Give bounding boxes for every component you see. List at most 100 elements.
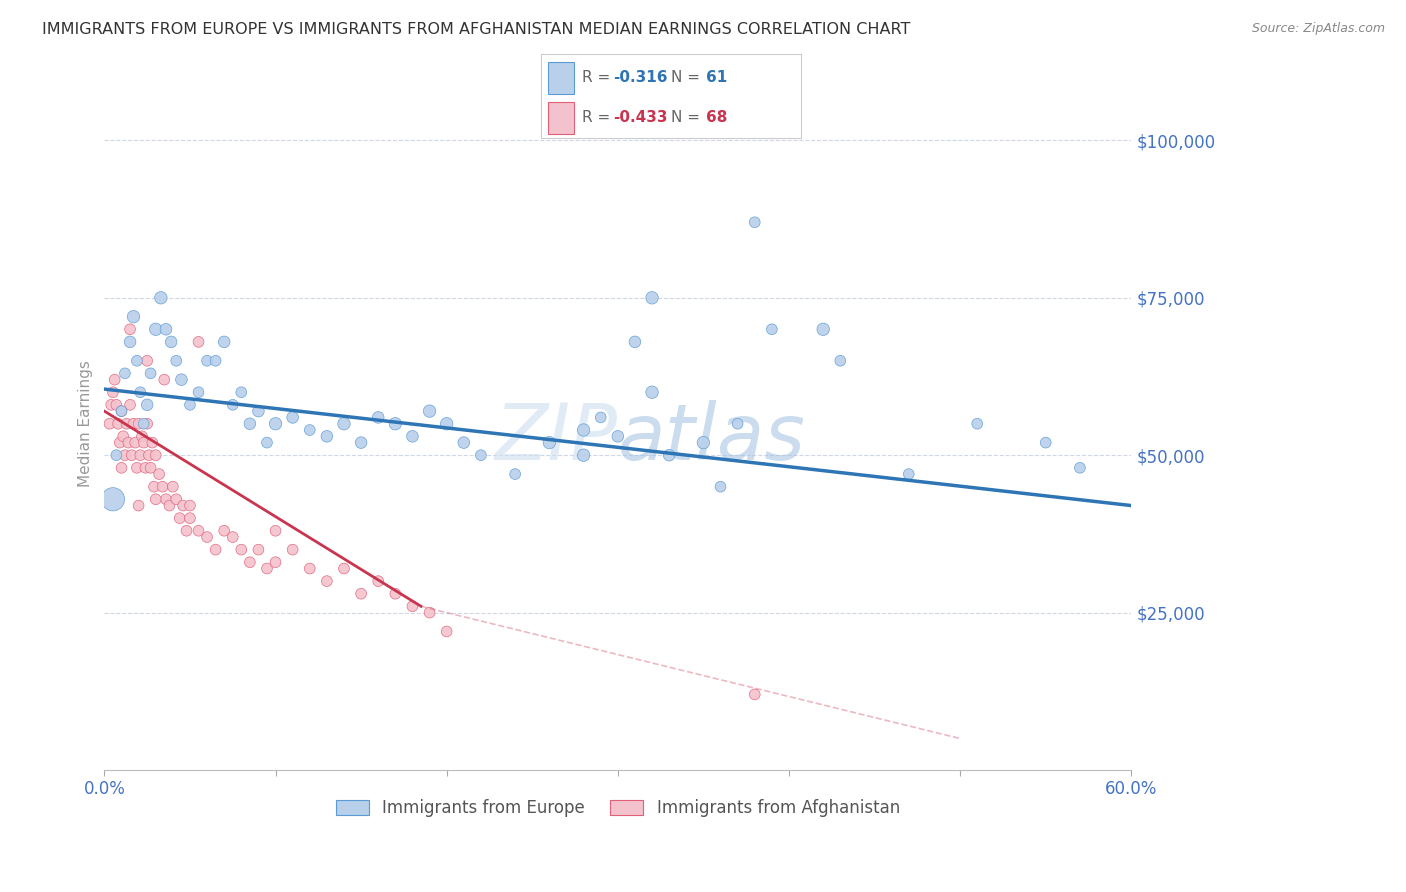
Point (231, 542, 253, 557)
Point (453, 435, 475, 450)
Point (727, 417, 749, 431)
Point (350, 587, 373, 601)
Point (139, 367, 162, 381)
Point (281, 410, 304, 425)
Point (138, 448, 160, 462)
Point (112, 429, 135, 443)
Text: IMMIGRANTS FROM EUROPE VS IMMIGRANTS FROM AFGHANISTAN MEDIAN EARNINGS CORRELATIO: IMMIGRANTS FROM EUROPE VS IMMIGRANTS FRO… (42, 22, 911, 37)
Point (118, 334, 141, 349)
Point (222, 530, 245, 544)
Point (436, 624, 458, 639)
Point (145, 322, 167, 336)
Point (222, 398, 245, 412)
Point (204, 542, 226, 557)
Point (298, 561, 321, 575)
Point (315, 574, 337, 588)
Point (110, 404, 132, 418)
Point (641, 385, 664, 400)
Point (606, 429, 628, 443)
Point (143, 480, 166, 494)
Point (264, 524, 287, 538)
Point (128, 417, 150, 431)
Point (256, 435, 278, 450)
Point (212, 334, 235, 349)
Point (589, 410, 612, 425)
Text: N =: N = (672, 70, 706, 85)
Point (170, 373, 193, 387)
Point (105, 398, 128, 412)
Point (247, 404, 270, 418)
Point (107, 417, 129, 431)
Point (1069, 460, 1091, 475)
Point (367, 410, 389, 425)
Point (132, 435, 155, 450)
Point (110, 460, 132, 475)
Text: -0.316: -0.316 (613, 70, 668, 85)
Point (118, 398, 141, 412)
Point (538, 435, 561, 450)
Point (264, 417, 287, 431)
Point (333, 417, 356, 431)
Text: R =: R = (582, 70, 614, 85)
Point (401, 599, 423, 614)
Point (367, 574, 389, 588)
Point (141, 435, 163, 450)
Point (384, 587, 406, 601)
Point (121, 448, 143, 462)
Point (101, 385, 124, 400)
Point (157, 499, 180, 513)
Point (122, 417, 145, 431)
Point (152, 480, 174, 494)
Point (125, 460, 148, 475)
Point (105, 448, 128, 462)
Point (195, 530, 218, 544)
Text: atlas: atlas (617, 400, 806, 475)
Point (239, 555, 262, 569)
Point (641, 291, 664, 305)
Text: ZIP: ZIP (495, 400, 617, 475)
Point (692, 435, 714, 450)
Point (195, 353, 218, 368)
Point (145, 492, 167, 507)
Point (129, 448, 152, 462)
Point (187, 385, 209, 400)
Point (117, 435, 139, 450)
Point (231, 385, 253, 400)
FancyBboxPatch shape (548, 62, 574, 95)
Point (401, 429, 423, 443)
Point (114, 367, 136, 381)
Point (149, 291, 172, 305)
Point (134, 460, 156, 475)
Point (132, 417, 155, 431)
Text: Source: ZipAtlas.com: Source: ZipAtlas.com (1251, 22, 1385, 36)
Point (419, 606, 441, 620)
Point (333, 561, 356, 575)
Point (966, 417, 988, 431)
Point (115, 417, 138, 431)
Point (247, 542, 270, 557)
Point (145, 448, 167, 462)
Text: N =: N = (672, 110, 706, 125)
Point (179, 398, 201, 412)
FancyBboxPatch shape (548, 102, 574, 134)
Point (110, 404, 132, 418)
Point (811, 322, 834, 336)
Point (155, 492, 177, 507)
Point (125, 353, 148, 368)
Point (572, 448, 595, 462)
Point (897, 467, 920, 481)
Point (165, 353, 187, 368)
Point (101, 492, 124, 507)
Point (204, 353, 226, 368)
Point (108, 435, 131, 450)
Point (128, 499, 150, 513)
Point (129, 385, 152, 400)
Point (761, 322, 783, 336)
Text: -0.433: -0.433 (613, 110, 668, 125)
Text: 68: 68 (706, 110, 728, 125)
Point (256, 561, 278, 575)
Text: 61: 61 (706, 70, 728, 85)
Point (118, 322, 141, 336)
Point (212, 524, 235, 538)
Point (187, 334, 209, 349)
